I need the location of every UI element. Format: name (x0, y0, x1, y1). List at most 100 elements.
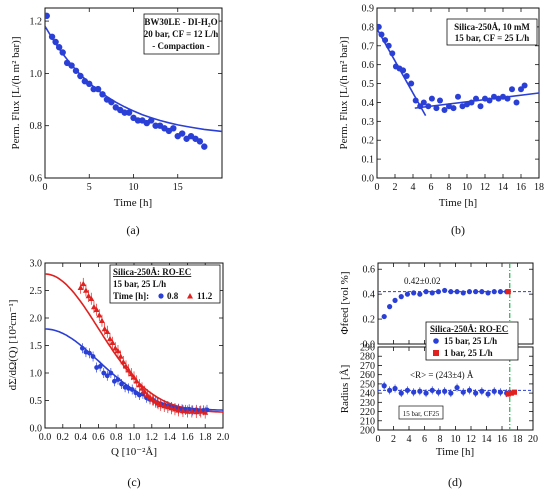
panel-b-xtick-label: 8 (447, 182, 452, 193)
panel-d-top-point-blue (491, 289, 497, 295)
panel-b-ytick-label: 0.9 (362, 4, 375, 15)
panel-d-bottom-point-blue (479, 388, 485, 394)
panel-c-point-blue (112, 378, 117, 384)
panel-d-bottom-ytick-label: 250 (360, 379, 375, 390)
panel-d-bottom-ytick-label: 280 (360, 352, 375, 363)
panel-b-xtick-label: 18 (534, 182, 544, 193)
panel-a-point (152, 122, 159, 129)
panel-c-point-red (98, 317, 105, 323)
panel-d-bottom-ytick-label: 290 (360, 343, 375, 354)
panel-d-top-point-blue (466, 289, 473, 295)
panel-a-point (99, 91, 106, 98)
panel-d-bottom-point-blue (435, 389, 442, 395)
panel-b-point (500, 93, 506, 100)
panel-d-top-point-blue (398, 294, 404, 300)
panel-a-point (170, 125, 177, 132)
panel-a-ytick-label: 1.0 (30, 69, 43, 80)
panel-c-point-red (104, 328, 111, 334)
panel-a-ylabel: Perm. Flux [L/(h m² bar)] (10, 37, 22, 150)
panel-b-ytick-label: 0.1 (362, 155, 375, 166)
panel-c-point-red (112, 345, 119, 351)
panel-a-legend-line-1: BW30LE - DI-H₂O (144, 17, 217, 27)
panel-c-point-red (77, 284, 84, 290)
panel-a-ytick-label: 1.2 (30, 17, 43, 28)
panel-d-bottom-ytick-label: 240 (360, 389, 375, 400)
panel-c-point-red (157, 401, 164, 408)
panel-d-bottom-point-blue (473, 390, 479, 396)
panel-d-top-point-blue (435, 289, 442, 295)
panel-b-point (377, 23, 382, 30)
panel-d-bottom-point-blue (442, 388, 448, 394)
panel-d-top-annotation: 0.42±0.02 (404, 276, 440, 286)
panel-a-point (45, 12, 50, 20)
panel-c-point-red (96, 312, 103, 318)
panel-c-ytick-label: 1.5 (30, 341, 43, 352)
panel-c-point-red (144, 392, 151, 398)
panel-a-point (59, 49, 66, 56)
panel-b-xtick-label: 6 (429, 182, 434, 193)
panel-c-point-red (188, 408, 195, 414)
panel-d-top-ytick-label: 0.2 (363, 315, 376, 326)
panel-c-point-blue (104, 373, 110, 379)
panel-b-point (464, 101, 470, 108)
panel-b-xtick-label: 14 (498, 182, 508, 193)
panel-a-ytick-label: 0.8 (30, 121, 43, 132)
panel-c-point-red (93, 306, 100, 312)
panel-d-top-point-blue (423, 289, 429, 295)
panel-d-bottom-point-red (505, 391, 511, 397)
panel-c-point-blue (101, 370, 107, 376)
panel-c-xtick-label: 0.4 (74, 432, 87, 443)
panel-c-point-red (175, 407, 182, 413)
panel-d-xlabel: Time [h] (436, 446, 474, 458)
panel-b-xtick-label: 10 (462, 182, 472, 193)
panel-c-xtick-label: 1.2 (146, 432, 159, 443)
panel-b-ytick-label: 0.6 (362, 60, 375, 71)
panel-c-point-red (117, 353, 124, 359)
panel-d-bottom-annotation: <R> = (243±4) Å (410, 370, 474, 380)
panel-c-xtick-label: 0.2 (57, 432, 70, 443)
panel-c-point-red (149, 396, 156, 402)
panel-a-point (178, 130, 186, 137)
panel-b: 0 2 4 6 8 10 12 14 16 18 0.0 0.1 0.2 0.3 0.4 0.5 0.6 0.7 0… (338, 4, 544, 238)
panel-d-top-ytick-label: 0.0 (363, 340, 376, 351)
panel-c-point-red (139, 385, 146, 391)
panel-d-bottom-ytick-label: 270 (360, 361, 375, 372)
panel-a-point (201, 143, 208, 150)
panel-d-bottom-point-blue (387, 387, 393, 393)
panel-b-point (403, 73, 410, 79)
panel-a-point (108, 98, 115, 106)
panel-c-point-red (82, 287, 89, 293)
panel-c-point-red (133, 378, 140, 384)
panel-d-bottom-point-blue (497, 389, 504, 395)
panel-c-xtick-label: 1.0 (128, 432, 141, 443)
panel-d-bottom-xtick-label: 20 (528, 434, 538, 445)
panel-d-bottom-xtick-label: 12 (466, 434, 476, 445)
panel-d-bottom-ytick-label: 200 (360, 426, 375, 437)
panel-d-legend-entry-1: 15 bar, 25 L/h (444, 336, 497, 346)
panel-c-legend (109, 264, 221, 304)
panel-c-point-blue (133, 390, 139, 396)
panel-c-point-red (161, 403, 168, 409)
panel-c-point-red (179, 407, 186, 414)
panel-d-top-point-blue (479, 289, 485, 295)
panel-d-legend (425, 321, 519, 361)
panel-c-xtick-label: 2.0 (217, 432, 230, 443)
panel-a: 0 5 10 15 0.6 0.8 1.0 1.2 Time [h] Perm. Flux [… (10, 7, 223, 237)
panel-b-legend-line-2: 15 bar, CF = 25 L/h (455, 33, 529, 43)
panel-d-bottom-ytick-label: 230 (360, 398, 375, 409)
panel-d-label-box (398, 405, 444, 420)
panel-d-top-point-blue (417, 291, 423, 297)
panel-c-ytick-label: 2.5 (30, 286, 43, 297)
panel-c-point-red (85, 293, 92, 299)
panel-d-bottom-xtick-label: 14 (482, 434, 492, 445)
panel-b-point (441, 107, 448, 113)
panel-c-xtick-label: 1.6 (181, 432, 194, 443)
panel-c-ytick-label: 3.0 (30, 259, 43, 270)
panel-c-point-red (202, 409, 209, 415)
panel-b-legend-line-1: Silica-250Å, 10 mM (454, 22, 530, 32)
panel-a-xtick-label: 5 (87, 182, 92, 193)
panel-c-point-red (168, 405, 175, 411)
panel-d-bottom-point-blue (404, 387, 411, 393)
panel-c-point-red (184, 408, 191, 414)
panel-d-bottom-point-red (511, 389, 517, 395)
